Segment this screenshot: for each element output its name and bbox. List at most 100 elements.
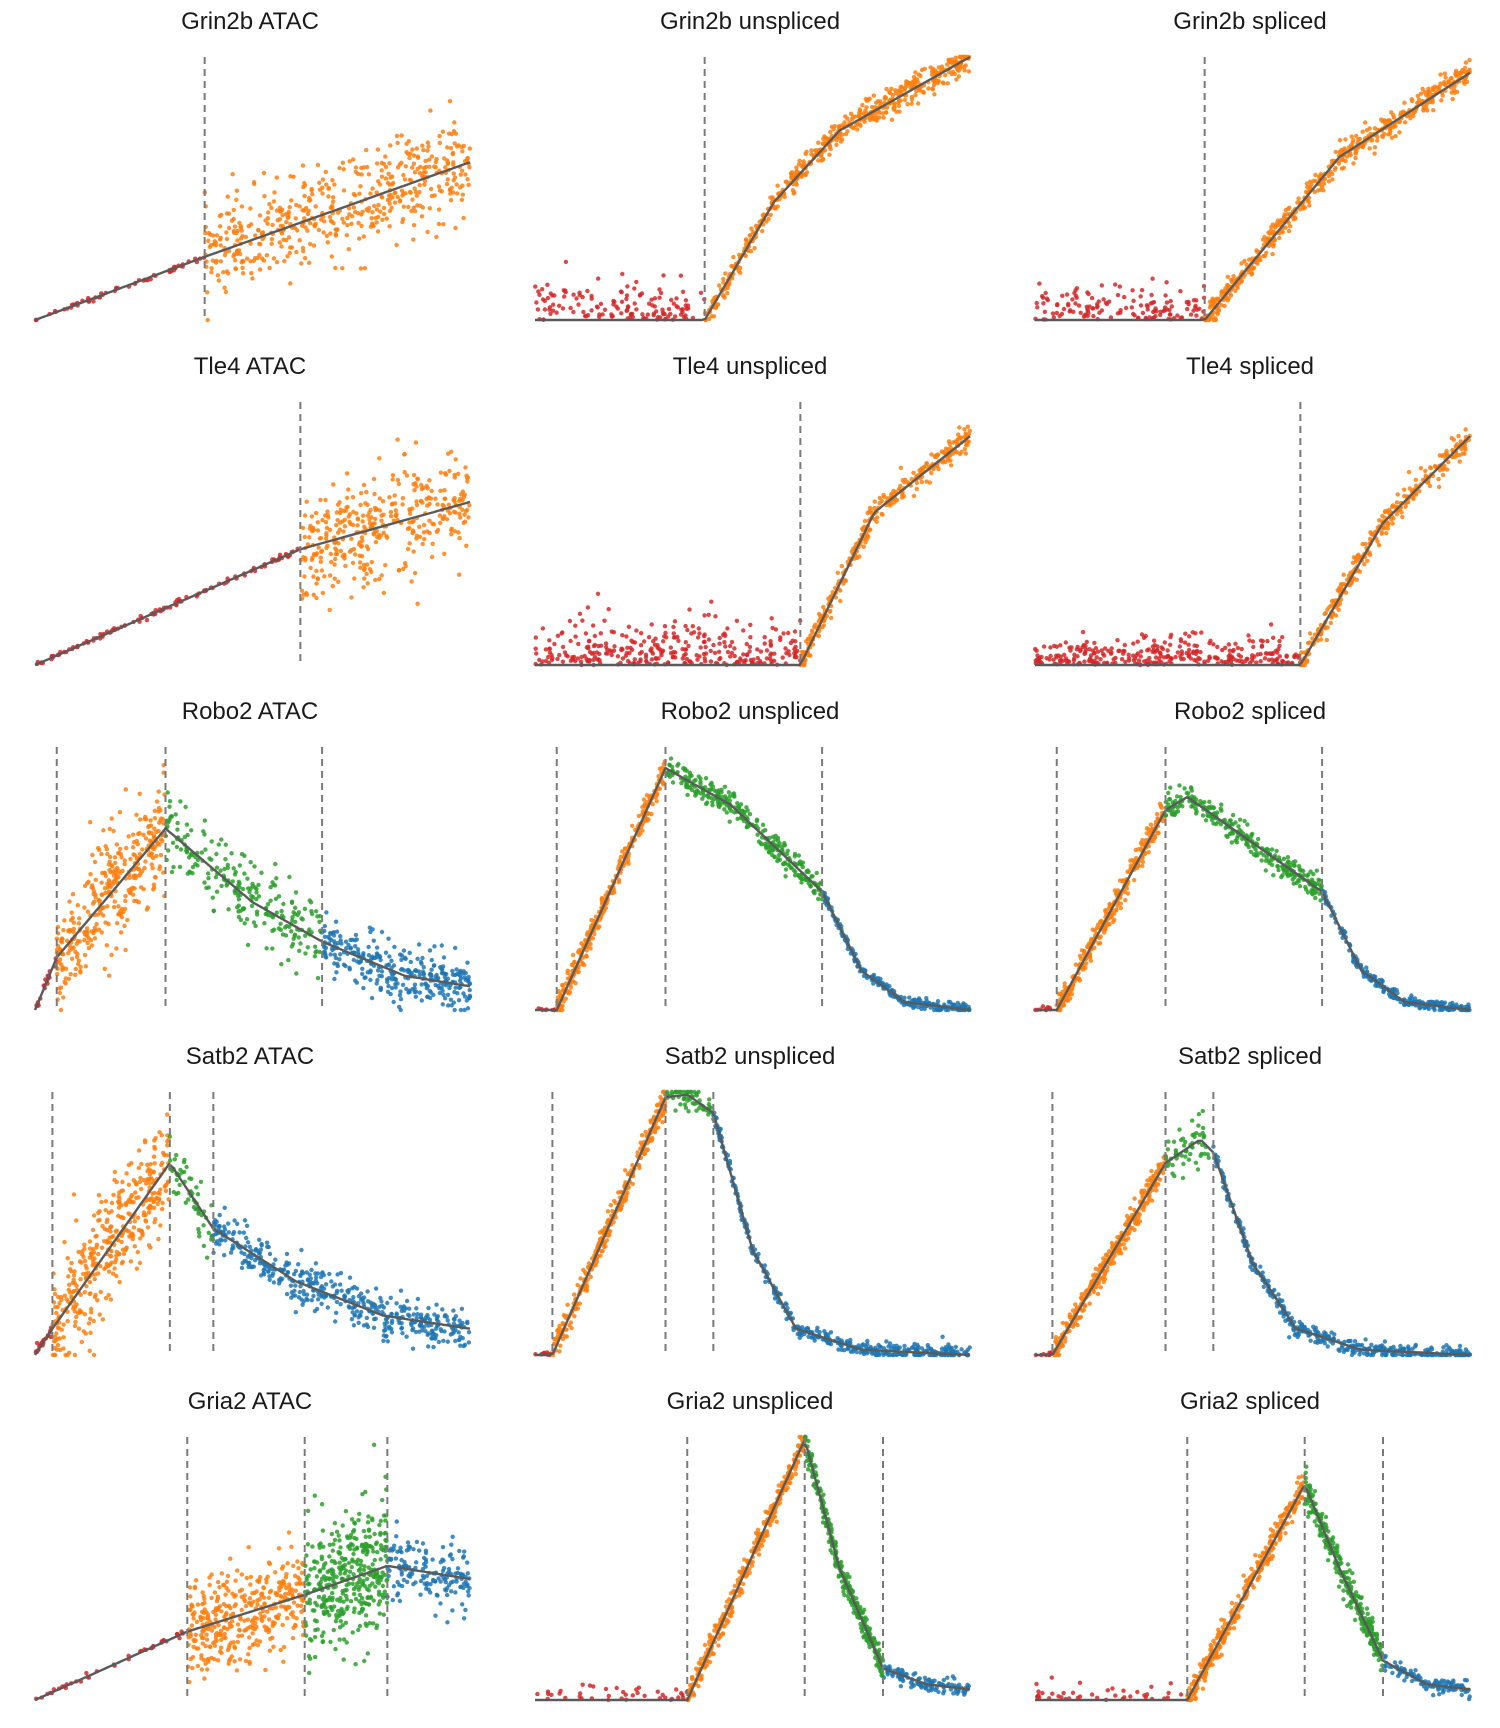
point-repression (685, 303, 691, 308)
point-induction (302, 534, 307, 540)
point-late-repression (407, 950, 412, 955)
point-late-repression (419, 998, 424, 1003)
point-repression (1188, 656, 1193, 661)
point-induction (137, 791, 142, 796)
point-repression (792, 629, 798, 634)
point-induction (965, 442, 970, 448)
point-repression (1102, 653, 1107, 658)
point-induction (588, 941, 593, 947)
point-repression (1092, 640, 1097, 646)
point-induction (465, 476, 470, 481)
point-induction (1372, 151, 1377, 156)
point-repression (1104, 301, 1110, 307)
point-induction (963, 451, 968, 456)
point-induction (453, 457, 458, 462)
point-induction (372, 529, 378, 534)
point-repression (1250, 639, 1256, 644)
scatter-plot (533, 54, 972, 323)
point-induction (214, 258, 219, 264)
point-induction (816, 140, 821, 145)
point-induction (1442, 463, 1447, 469)
point-induction (370, 223, 375, 228)
point-repression (545, 282, 550, 287)
point-induction (102, 870, 107, 876)
point-repression (1150, 649, 1155, 654)
point-induction (1393, 133, 1398, 139)
point-early-repression (297, 948, 302, 953)
point-early-repression (279, 913, 285, 918)
point-early-repression (213, 875, 219, 880)
point-induction (902, 86, 907, 91)
point-induction (834, 142, 839, 147)
point-repression (550, 655, 555, 661)
point-repression (713, 614, 718, 619)
point-late-repression (386, 936, 391, 941)
point-repression (701, 633, 707, 639)
point-induction (797, 158, 802, 163)
point-induction (324, 525, 330, 531)
panel-robo2-atac: Robo2 ATAC (0, 690, 500, 1035)
point-repression (585, 288, 590, 294)
point-induction (334, 522, 339, 528)
point-induction (114, 946, 119, 951)
point-induction (315, 576, 320, 581)
point-induction (302, 255, 308, 261)
point-repression (1063, 656, 1069, 661)
point-induction (349, 536, 354, 541)
point-repression (543, 658, 549, 664)
point-repression (1096, 299, 1101, 304)
point-early-repression (307, 898, 312, 903)
point-induction (805, 636, 811, 642)
point-early-repression (219, 837, 224, 842)
point-induction (902, 97, 908, 103)
point-induction (436, 221, 442, 227)
point-repression (661, 273, 666, 278)
point-induction (1339, 582, 1344, 587)
point-induction (1348, 571, 1353, 576)
point-induction (301, 184, 306, 190)
point-induction (308, 241, 313, 247)
point-induction (410, 147, 415, 152)
point-early-repression (303, 951, 308, 956)
point-repression (651, 313, 656, 318)
point-induction (351, 205, 356, 210)
point-induction (1395, 492, 1400, 497)
point-induction (64, 938, 70, 943)
point-induction (376, 179, 381, 184)
point-repression (546, 654, 551, 660)
point-induction (216, 278, 221, 283)
point-late-repression (335, 963, 340, 969)
point-induction (1273, 225, 1278, 230)
point-repression (598, 631, 603, 636)
point-repression (629, 647, 635, 652)
point-repression (1155, 647, 1160, 653)
point-induction (285, 215, 290, 220)
point-early-repression (171, 864, 176, 870)
point-late-repression (398, 989, 403, 994)
point-late-repression (427, 972, 433, 977)
point-induction (936, 65, 942, 70)
point-induction (447, 187, 453, 192)
point-repression (650, 651, 656, 656)
point-induction (83, 964, 89, 969)
point-repression (562, 294, 567, 299)
point-repression (1066, 301, 1071, 307)
point-repression (1061, 306, 1067, 312)
point-induction (467, 165, 472, 170)
point-repression (144, 617, 150, 623)
point-induction (738, 270, 743, 275)
point-early-repression (199, 850, 204, 855)
point-induction (400, 502, 405, 507)
point-induction (731, 254, 736, 260)
point-induction (427, 164, 432, 169)
point-repression (711, 642, 716, 648)
point-induction (260, 230, 266, 235)
point-induction (141, 832, 146, 837)
point-induction (205, 317, 210, 323)
point-repression (562, 650, 568, 655)
point-late-repression (324, 910, 329, 915)
point-induction (291, 174, 296, 179)
point-induction (234, 197, 239, 202)
point-early-repression (214, 865, 220, 870)
point-induction (357, 540, 362, 545)
